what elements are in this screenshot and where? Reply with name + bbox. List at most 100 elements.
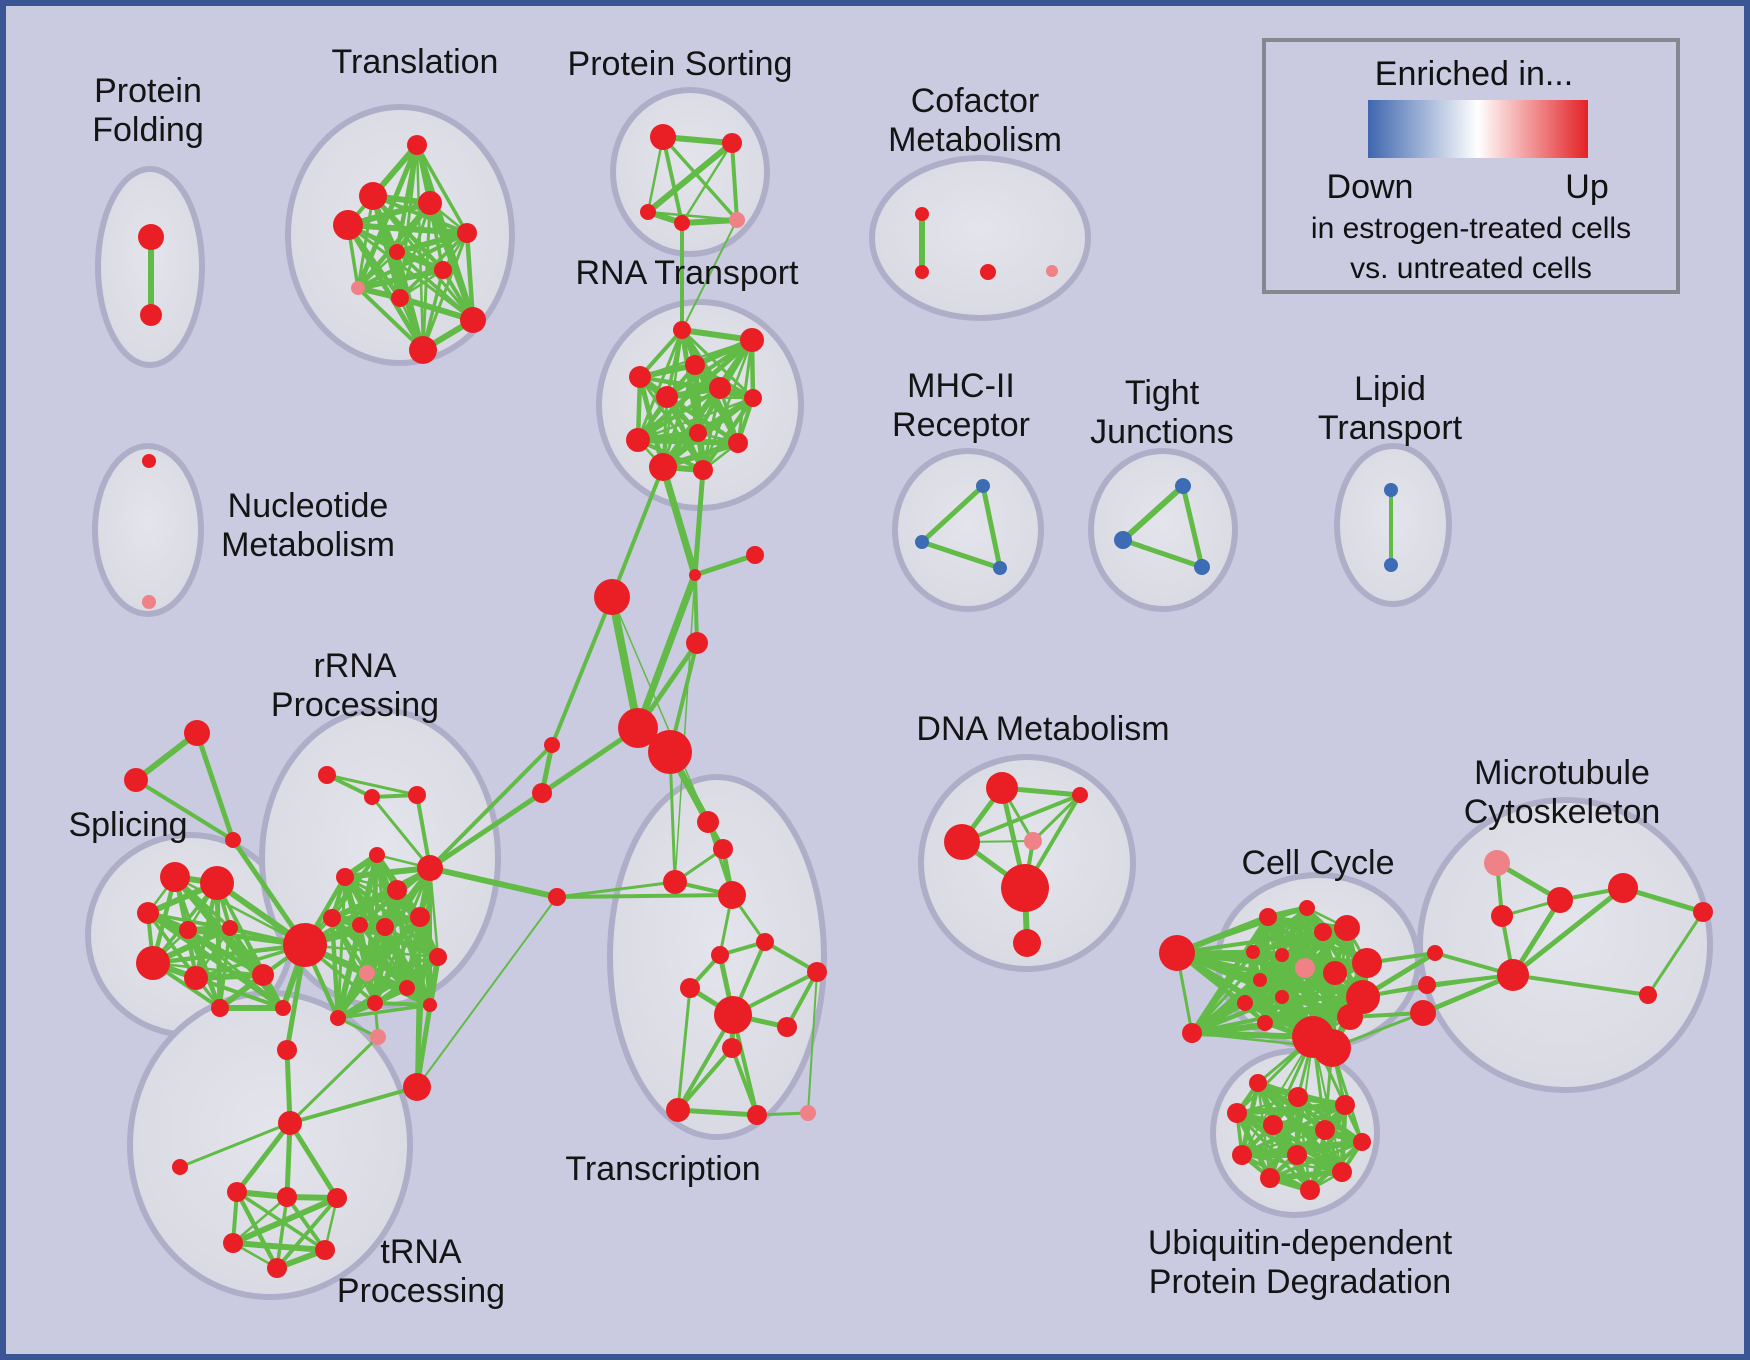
- node-mt2: [1547, 887, 1573, 913]
- node-tr11: [409, 336, 437, 364]
- node-h2: [648, 730, 692, 774]
- node-p5: [315, 1240, 335, 1260]
- cluster-label-nucleotide-metabolism-line1: Nucleotide: [228, 487, 389, 525]
- node-u3: [1335, 1095, 1355, 1115]
- edge-ps2-ps5: [730, 142, 739, 221]
- node-mt10: [1639, 986, 1657, 1004]
- node-tr1: [407, 135, 427, 155]
- cluster-label-trna-processing-line2: Processing: [337, 1272, 505, 1310]
- edge-tj1-tj2: [1120, 483, 1186, 543]
- node-r21: [277, 1040, 297, 1060]
- edge-p2-p6: [275, 1196, 289, 1269]
- cluster-label-mhc-ii-receptor-line1: MHC-II: [907, 367, 1015, 405]
- cluster-label-rrna-processing-line2: Processing: [271, 686, 439, 724]
- node-r18: [399, 980, 415, 996]
- node-r15: [370, 1029, 386, 1045]
- edge-mt6-mt7: [1422, 972, 1514, 1016]
- edge-r2-r6: [370, 796, 432, 869]
- edge-rt11-s3: [610, 466, 665, 598]
- edge-p2-p5: [285, 1195, 327, 1252]
- node-t4: [718, 881, 746, 909]
- node-p6: [267, 1258, 287, 1278]
- node-t13: [747, 1105, 767, 1125]
- cluster-ellipse-mhc-ii-receptor: [892, 448, 1044, 612]
- node-ccH2: [1313, 1029, 1351, 1067]
- edge-r14-r19: [366, 955, 439, 975]
- edge-hub2-p2: [284, 1122, 293, 1198]
- legend-box: [1262, 38, 1680, 294]
- edge-t1-s3: [611, 596, 709, 823]
- edge-tr3-tr10: [427, 202, 476, 321]
- cluster-label-ubiquitin-line1: Ubiquitin-dependent: [1148, 1224, 1453, 1262]
- edge-t5-r13: [416, 896, 558, 1088]
- edge-tj2-tj3: [1122, 537, 1203, 570]
- edge-r13-r19: [414, 956, 441, 1088]
- node-u5: [1263, 1115, 1283, 1135]
- node-t5: [548, 888, 566, 906]
- node-tr5: [457, 223, 477, 243]
- node-mt3: [1491, 905, 1513, 927]
- node-spC: [225, 832, 241, 848]
- node-sp9: [211, 999, 229, 1017]
- edge-d2-dP: [1031, 793, 1082, 843]
- edge-s1-s4: [693, 574, 699, 644]
- node-t14: [800, 1105, 816, 1121]
- node-cc6: [1275, 948, 1289, 962]
- node-cc1: [1259, 908, 1277, 926]
- node-cc9: [1237, 995, 1253, 1011]
- node-rt8: [689, 424, 707, 442]
- node-hub: [283, 923, 327, 967]
- node-tH: [714, 996, 752, 1034]
- edge-s6-r6: [428, 790, 544, 871]
- edge-ps1-ps4: [661, 136, 684, 224]
- cluster-label-lipid-transport-line1: Lipid: [1354, 370, 1426, 408]
- edge-ccH1-u8: [1241, 1036, 1314, 1156]
- node-r16: [330, 1010, 346, 1026]
- cluster-label-protein-folding-line2: Folding: [92, 111, 204, 149]
- edge-rt5-rt7: [666, 395, 754, 400]
- edge-tr6-tr10: [395, 250, 475, 322]
- node-u12: [1300, 1180, 1320, 1200]
- node-p4: [223, 1233, 243, 1253]
- node-rt10: [728, 433, 748, 453]
- node-cf1: [915, 207, 929, 221]
- node-r10: [376, 918, 394, 936]
- edge-sp3-sp10: [146, 910, 285, 1011]
- node-d3: [944, 824, 980, 860]
- cluster-ellipse-protein-sorting: [610, 87, 770, 257]
- edge-tr5-tr11: [421, 232, 469, 351]
- node-r17: [367, 995, 383, 1011]
- edge-tr2-tr8: [356, 195, 375, 289]
- cluster-label-cofactor-metabolism-line2: Metabolism: [888, 121, 1062, 159]
- network-nodes: [124, 124, 1713, 1278]
- node-pf1: [138, 224, 164, 250]
- node-p2: [277, 1187, 297, 1207]
- edge-mt7-mt10: [1512, 973, 1649, 997]
- cluster-label-cell-cycle-line1: Cell Cycle: [1241, 844, 1394, 882]
- node-u9: [1287, 1145, 1307, 1165]
- node-r20: [423, 998, 437, 1012]
- edge-t5-r6: [429, 865, 558, 900]
- node-rt5: [656, 386, 678, 408]
- edge-ps4-ps5: [681, 217, 738, 226]
- node-s5: [544, 737, 560, 753]
- cluster-label-transcription-line1: Transcription: [565, 1150, 760, 1188]
- node-t9: [680, 978, 700, 998]
- legend-up-label: Up: [1565, 168, 1608, 206]
- node-r5: [336, 868, 354, 886]
- edge-hub2-r13: [289, 1085, 418, 1125]
- node-p3: [327, 1188, 347, 1208]
- node-lp1: [1384, 483, 1398, 497]
- node-t3: [663, 870, 687, 894]
- node-r4: [369, 847, 385, 863]
- edge-s3-s5: [550, 596, 614, 746]
- node-u6: [1315, 1120, 1335, 1140]
- node-ccP: [1295, 958, 1315, 978]
- node-lp2: [1384, 558, 1398, 572]
- edge-r14-r16: [335, 971, 370, 1020]
- node-r8: [323, 909, 341, 927]
- cluster-ellipse-microtubule-cytoskeleton: [1417, 797, 1713, 1093]
- node-mt1: [1484, 850, 1510, 876]
